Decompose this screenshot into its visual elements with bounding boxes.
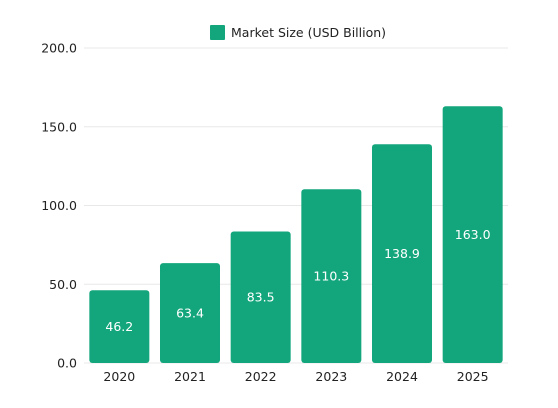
bar-value-label: 83.5 — [247, 290, 275, 305]
x-tick-label: 2024 — [386, 369, 418, 384]
legend-label: Market Size (USD Billion) — [231, 25, 386, 40]
bar-2020 — [89, 290, 150, 363]
gridlines — [84, 47, 508, 364]
legend: Market Size (USD Billion) — [210, 25, 386, 40]
x-tick-label: 2022 — [245, 369, 277, 384]
y-tick-label: 150.0 — [41, 119, 77, 134]
bar-value-label: 138.9 — [384, 246, 420, 261]
x-axis: 2020 2021 2022 2023 2024 2025 — [103, 369, 488, 384]
bar-value-label: 110.3 — [313, 269, 349, 284]
x-tick-label: 2020 — [103, 369, 135, 384]
x-tick-label: 2021 — [174, 369, 206, 384]
y-tick-label: 200.0 — [41, 41, 77, 56]
x-tick-label: 2025 — [457, 369, 489, 384]
bar-value-label: 163.0 — [455, 227, 491, 242]
bars: 46.2 63.4 83.5 110.3 138.9 163.0 — [89, 106, 503, 364]
bar-value-label: 63.4 — [176, 306, 204, 321]
y-tick-label: 100.0 — [41, 198, 77, 213]
y-tick-label: 50.0 — [49, 277, 77, 292]
bar-2022 — [230, 231, 291, 363]
bar-value-label: 46.2 — [105, 319, 133, 334]
y-axis: 0.0 50.0 100.0 150.0 200.0 — [41, 41, 77, 371]
bar-2021 — [160, 263, 220, 363]
legend-swatch — [210, 25, 225, 40]
bar-2025 — [442, 106, 503, 364]
x-tick-label: 2023 — [315, 369, 347, 384]
y-tick-label: 0.0 — [57, 356, 77, 371]
bar-2024 — [372, 144, 432, 363]
bar-2023 — [301, 189, 362, 363]
